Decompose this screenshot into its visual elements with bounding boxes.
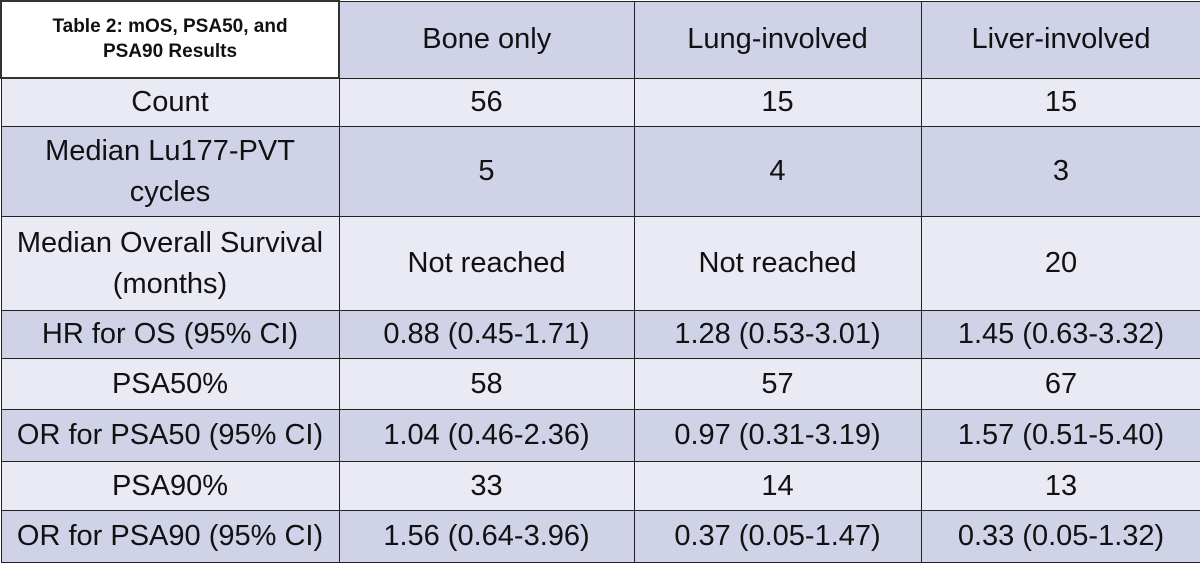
cell: 15 bbox=[633, 77, 922, 127]
row-label: OR for PSA90 (95% CI) bbox=[0, 510, 340, 563]
header-row: Table 2: mOS, PSA50, and PSA90 Results B… bbox=[0, 0, 1200, 79]
cell: 0.97 (0.31-3.19) bbox=[633, 409, 922, 462]
cell: Not reached bbox=[633, 216, 922, 311]
cell: 67 bbox=[920, 358, 1200, 410]
row-label: Median Lu177-PVT cycles bbox=[0, 126, 340, 217]
cell: 4 bbox=[633, 126, 922, 217]
column-header: Liver-involved bbox=[920, 0, 1200, 79]
cell: 1.45 (0.63-3.32) bbox=[920, 310, 1200, 359]
cell: 56 bbox=[338, 77, 635, 127]
table-row: HR for OS (95% CI) 0.88 (0.45-1.71) 1.28 (… bbox=[0, 310, 1200, 359]
cell: 14 bbox=[633, 461, 922, 511]
cell: 20 bbox=[920, 216, 1200, 311]
table-row: OR for PSA90 (95% CI) 1.56 (0.64-3.96) 0.3… bbox=[0, 510, 1200, 563]
row-label: PSA90% bbox=[0, 461, 340, 511]
table-row: Median Overall Survival (months) Not reac… bbox=[0, 216, 1200, 311]
column-header: Lung-involved bbox=[633, 0, 922, 79]
row-label: Count bbox=[0, 77, 340, 127]
cell: 5 bbox=[338, 126, 635, 217]
row-label: PSA50% bbox=[0, 358, 340, 410]
table-row: OR for PSA50 (95% CI) 1.04 (0.46-2.36) 0.9… bbox=[0, 409, 1200, 462]
table-row: PSA90% 33 14 13 bbox=[0, 461, 1200, 511]
cell: 13 bbox=[920, 461, 1200, 511]
cell: 1.56 (0.64-3.96) bbox=[338, 510, 635, 563]
cell: 1.57 (0.51-5.40) bbox=[920, 409, 1200, 462]
column-header: Bone only bbox=[338, 0, 635, 79]
cell: 0.37 (0.05-1.47) bbox=[633, 510, 922, 563]
table-row: Median Lu177-PVT cycles 5 4 3 bbox=[0, 126, 1200, 217]
cell: 57 bbox=[633, 358, 922, 410]
cell: 0.88 (0.45-1.71) bbox=[338, 310, 635, 359]
cell: 0.33 (0.05-1.32) bbox=[920, 510, 1200, 563]
cell: Not reached bbox=[338, 216, 635, 311]
table-row: Count 56 15 15 bbox=[0, 77, 1200, 127]
cell: 58 bbox=[338, 358, 635, 410]
cell: 3 bbox=[920, 126, 1200, 217]
row-label: HR for OS (95% CI) bbox=[0, 310, 340, 359]
cell: 1.04 (0.46-2.36) bbox=[338, 409, 635, 462]
cell: 33 bbox=[338, 461, 635, 511]
cell: 15 bbox=[920, 77, 1200, 127]
row-label: OR for PSA50 (95% CI) bbox=[0, 409, 340, 462]
row-label: Median Overall Survival (months) bbox=[0, 216, 340, 311]
table-title: Table 2: mOS, PSA50, and PSA90 Results bbox=[0, 0, 340, 79]
table-row: PSA50% 58 57 67 bbox=[0, 358, 1200, 410]
cell: 1.28 (0.53-3.01) bbox=[633, 310, 922, 359]
